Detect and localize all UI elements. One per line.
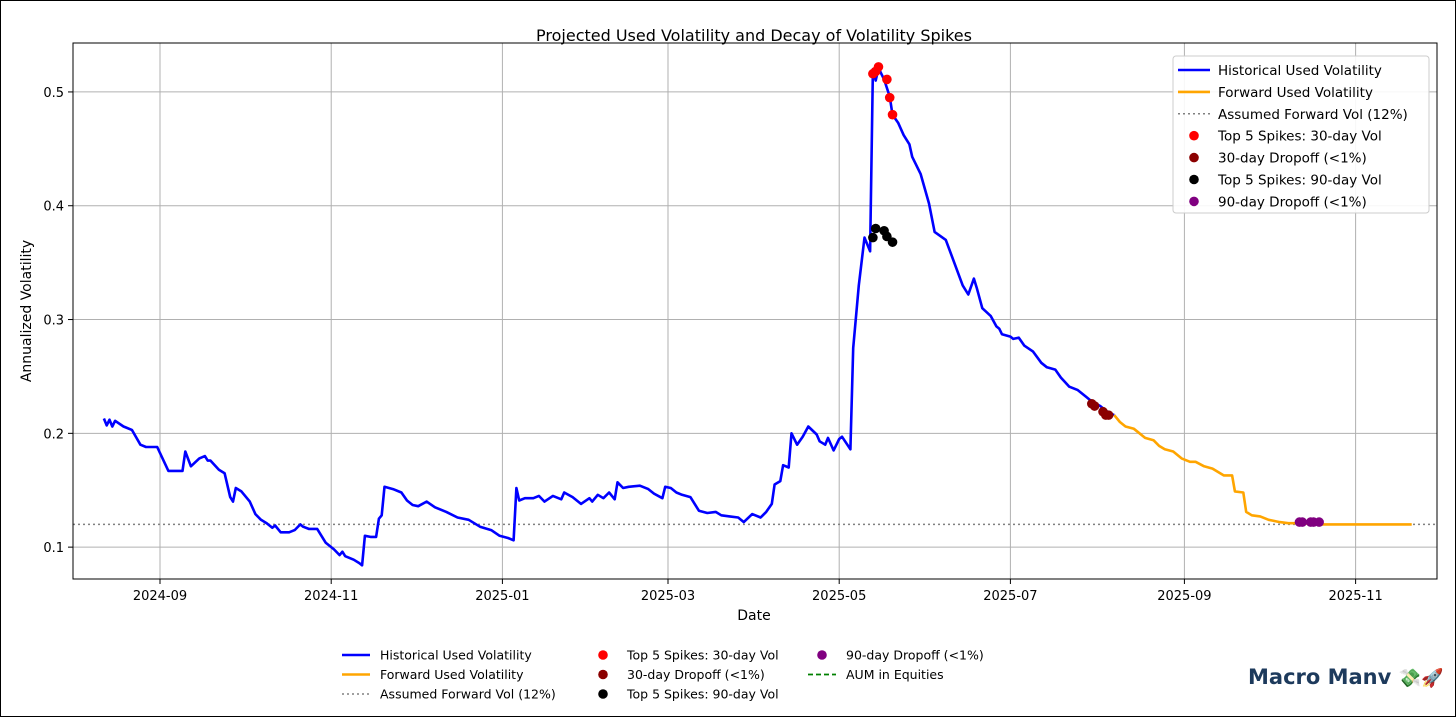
bottom-legend-label: Top 5 Spikes: 90-day Vol bbox=[626, 687, 779, 702]
spike-30d-marker bbox=[882, 74, 892, 85]
legend-swatch-dot bbox=[1189, 196, 1199, 207]
legend-swatch-dot bbox=[598, 650, 608, 660]
legend-swatch-dot bbox=[1189, 174, 1199, 185]
bottom-legend: Historical Used Volatility Forward Used V… bbox=[342, 648, 984, 702]
x-axis-label: Date bbox=[737, 608, 770, 624]
legend-label: 90-day Dropoff (<1%) bbox=[1218, 194, 1367, 210]
bottom-legend-label: Historical Used Volatility bbox=[380, 648, 532, 663]
brand-watermark: Macro Manv 💸🚀 bbox=[1248, 665, 1443, 689]
brand-emoji: 💸🚀 bbox=[1398, 668, 1444, 689]
dropoff-90d-marker bbox=[1297, 517, 1308, 527]
legend-swatch-dot bbox=[817, 650, 827, 660]
legend: Historical Used Volatility Forward Used V… bbox=[1172, 55, 1430, 214]
x-tick-label: 2025-07 bbox=[983, 589, 1037, 604]
legend-swatch-dot bbox=[1189, 130, 1199, 141]
x-tick-label: 2025-09 bbox=[1157, 589, 1211, 604]
legend-label: Historical Used Volatility bbox=[1218, 63, 1382, 79]
y-tick-label: 0.5 bbox=[43, 86, 64, 101]
bottom-legend-label: 30-day Dropoff (<1%) bbox=[627, 667, 765, 682]
y-axis-label: Annualized Volatility bbox=[19, 240, 35, 382]
y-tick-label: 0.4 bbox=[43, 200, 64, 215]
dropoff-30d-marker bbox=[1103, 410, 1114, 420]
y-tick-label: 0.3 bbox=[43, 314, 64, 329]
chart-title: Projected Used Volatility and Decay of V… bbox=[536, 26, 972, 45]
spike-90d-marker bbox=[887, 237, 898, 247]
legend-label: 30-day Dropoff (<1%) bbox=[1218, 151, 1367, 167]
bottom-legend-label: Top 5 Spikes: 30-day Vol bbox=[626, 648, 779, 663]
spike-90d-marker bbox=[868, 232, 878, 243]
bottom-legend-label: AUM in Equities bbox=[846, 667, 944, 682]
x-tick-label: 2025-11 bbox=[1328, 589, 1382, 604]
x-tick-label: 2025-05 bbox=[812, 589, 866, 604]
legend-swatch-dot bbox=[598, 689, 608, 699]
marker-layer bbox=[868, 62, 1324, 527]
legend-box bbox=[1172, 55, 1430, 214]
legend-label: Top 5 Spikes: 30-day Vol bbox=[1217, 129, 1382, 145]
dropoff-90d-marker bbox=[1314, 517, 1324, 527]
legend-label: Forward Used Volatility bbox=[1218, 85, 1373, 101]
spike-30d-marker bbox=[873, 62, 884, 72]
dropoff-30d-marker bbox=[1089, 401, 1100, 411]
legend-label: Top 5 Spikes: 90-day Vol bbox=[1217, 173, 1382, 189]
x-tick-label: 2024-11 bbox=[304, 589, 358, 604]
spike-90d-marker bbox=[870, 223, 881, 234]
y-tick-label: 0.1 bbox=[43, 541, 64, 556]
legend-label: Assumed Forward Vol (12%) bbox=[1218, 107, 1408, 123]
brand-name: Macro Manv bbox=[1248, 665, 1392, 689]
plot-area-frame bbox=[72, 42, 1438, 580]
spike-30d-marker bbox=[887, 109, 898, 120]
legend-swatch-dot bbox=[598, 669, 608, 680]
series-layer bbox=[102, 66, 1412, 567]
x-tick-label: 2024-09 bbox=[133, 589, 187, 604]
x-tick-label: 2025-01 bbox=[475, 589, 529, 604]
legend-swatch-dot bbox=[1189, 152, 1199, 163]
x-tick-label: 2025-03 bbox=[641, 589, 695, 604]
bottom-legend-label: 90-day Dropoff (<1%) bbox=[846, 648, 984, 663]
bottom-legend-label: Assumed Forward Vol (12%) bbox=[380, 687, 556, 702]
forward-volatility-line bbox=[1113, 414, 1412, 526]
tick-layer: 2024-09 2024-11 2025-01 2025-03 2025-05 2025-… bbox=[43, 86, 1382, 604]
y-tick-label: 0.2 bbox=[43, 427, 64, 442]
bottom-legend-label: Forward Used Volatility bbox=[380, 667, 524, 682]
historical-volatility-line bbox=[102, 66, 1115, 567]
spike-30d-marker bbox=[884, 92, 895, 103]
